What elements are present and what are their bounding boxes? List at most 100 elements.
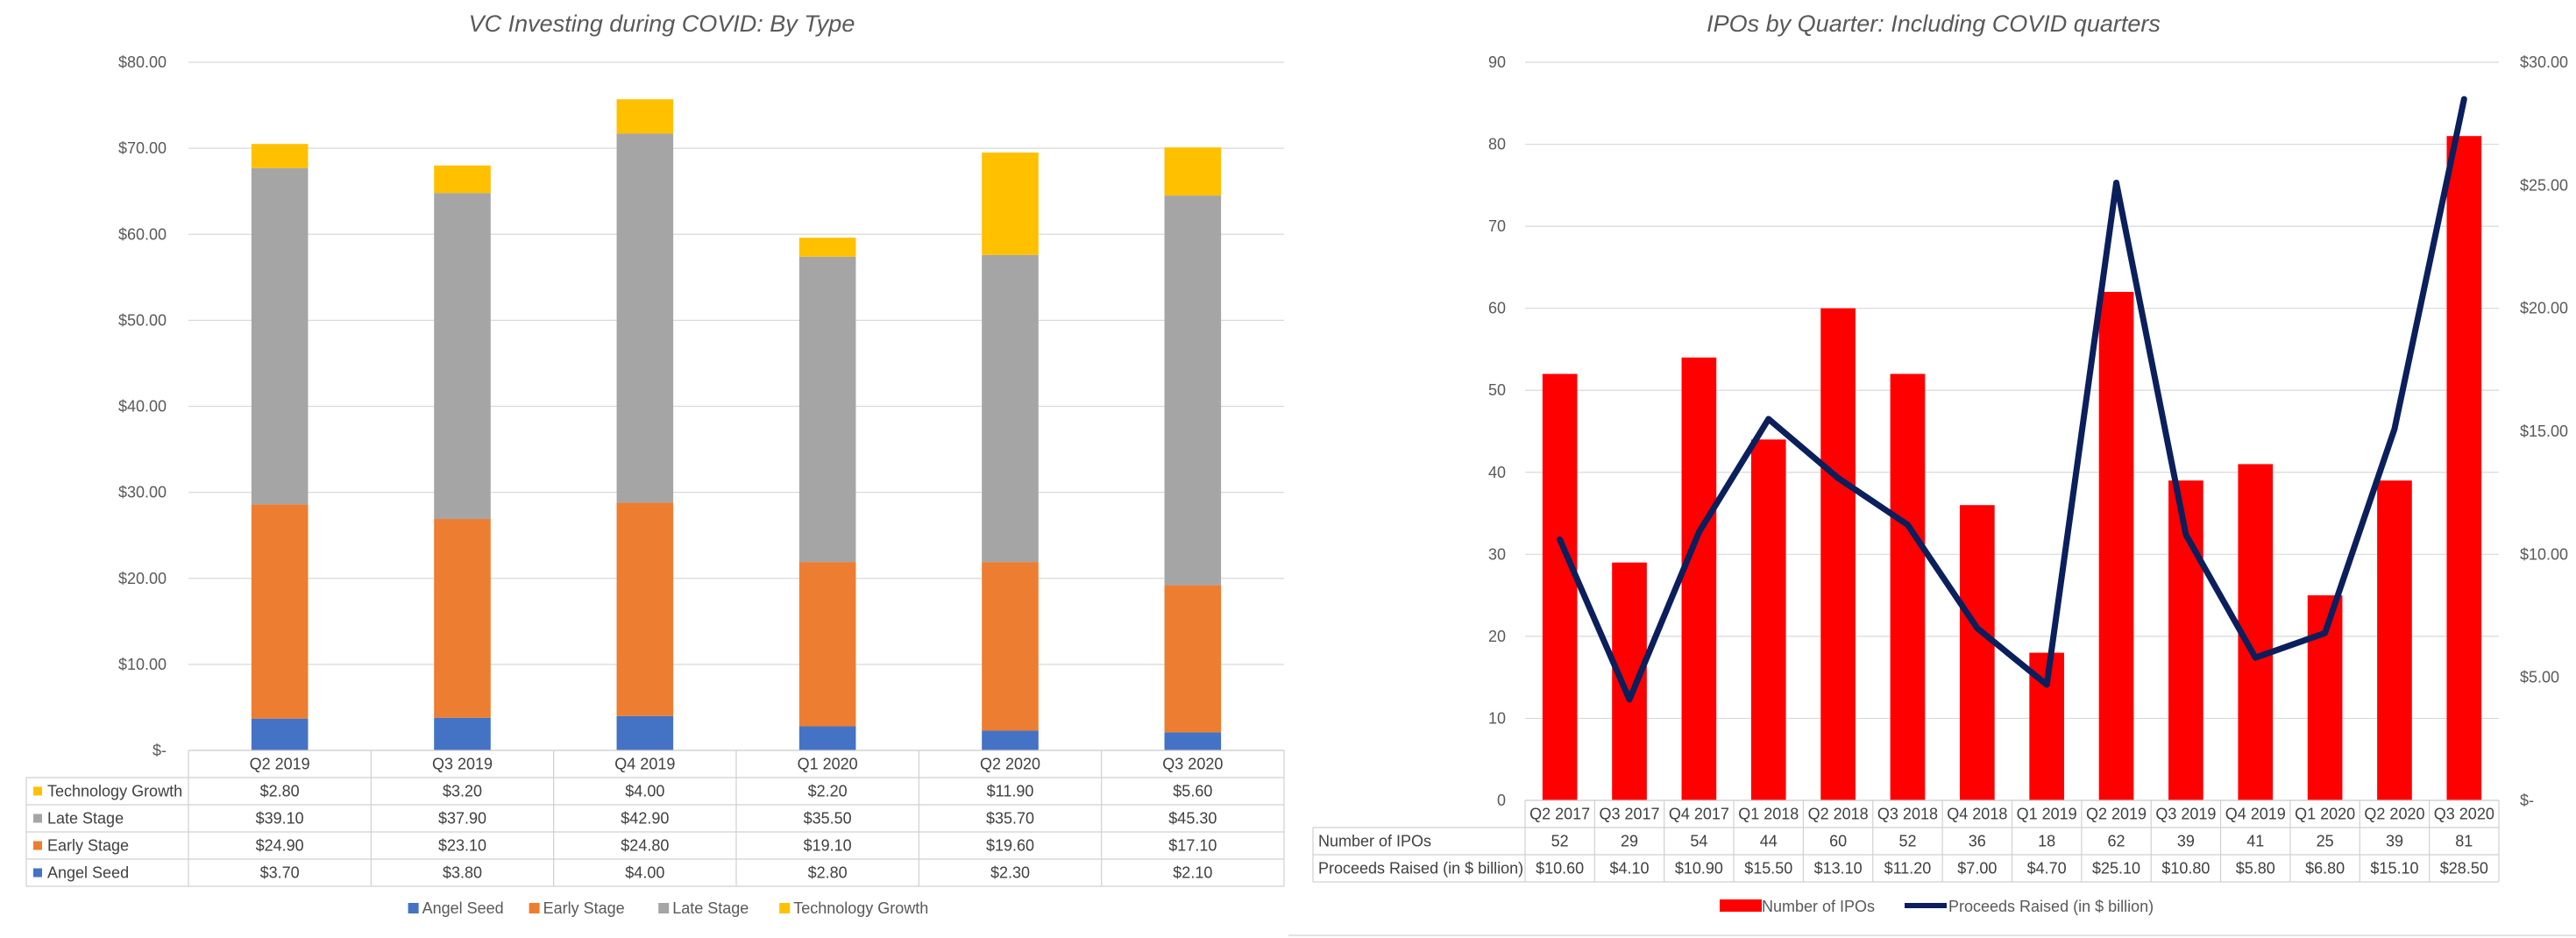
c2-table-value: $4.10 (1610, 860, 1650, 878)
c2-bar-ipos (1890, 373, 1926, 800)
c1-bar-early-stage (982, 562, 1039, 731)
c2-bar-ipos (1681, 357, 1717, 800)
c2-category-label: Q2 2019 (2086, 806, 2147, 823)
c1-table-value: $24.80 (621, 837, 669, 855)
c1-bar-early-stage (434, 519, 491, 718)
c1-y-tick-label: $50.00 (118, 311, 167, 329)
c2-category-label: Q1 2020 (2295, 806, 2355, 823)
c2-y-tick-label: 50 (1488, 381, 1506, 399)
c1-bar-angel-seed (798, 726, 856, 750)
c1-table-value: $2.20 (808, 783, 848, 800)
c1-y-tick-label: $60.00 (118, 225, 167, 243)
c2-table-value: 36 (1969, 833, 1986, 850)
c1-bar-early-stage (251, 504, 309, 719)
c1-y-tick-label: $10.00 (118, 656, 167, 673)
c1-table-value: $23.10 (438, 837, 486, 855)
c1-table-value: $35.50 (804, 810, 852, 828)
c1-category-label: Q2 2020 (980, 756, 1040, 773)
c2-y-tick-label: 30 (1488, 545, 1506, 563)
c2-category-label: Q2 2018 (1808, 806, 1869, 823)
c2-table-value: 39 (2386, 833, 2403, 850)
c2-y2-tick-label: $20.00 (2520, 300, 2568, 317)
c1-table-value: $19.60 (986, 837, 1034, 855)
c2-bar-ipos (2446, 136, 2482, 800)
c1-table-legend-key (33, 868, 42, 878)
c2-category-label: Q2 2020 (2364, 806, 2424, 823)
c1-bar-early-stage (798, 562, 856, 727)
c2-y-tick-label: 60 (1488, 300, 1506, 317)
c2-y2-tick-label: $- (2520, 792, 2534, 809)
c2-table-value: $4.70 (2027, 860, 2067, 878)
vc-investing-chart: VC Investing during COVID: By Type $- $10… (25, 11, 1285, 917)
c1-table-legend-key (33, 786, 42, 796)
c1-category-label: Q1 2020 (798, 756, 858, 773)
c2-table-value: $15.10 (2370, 860, 2418, 878)
c2-table-value: 60 (1829, 833, 1847, 850)
c1-bar-angel-seed (1164, 732, 1222, 750)
c2-table-value: 52 (1551, 833, 1569, 850)
c2-y2-tick-label: $5.00 (2520, 669, 2559, 686)
c2-table-value: $5.80 (2236, 860, 2275, 878)
c1-y-tick-label: $- (153, 742, 167, 759)
c2-y2-tick-label: $10.00 (2520, 545, 2568, 563)
c1-bar-technology-growth (982, 153, 1039, 255)
c2-table-series-name: Number of IPOs (1318, 833, 1431, 850)
c1-y-tick-label: $20.00 (118, 570, 167, 587)
c1-table-value: $2.80 (808, 864, 848, 882)
c1-bar-late-stage (616, 133, 674, 503)
c1-table-value: $4.00 (625, 783, 664, 800)
c1-legend-key (529, 903, 540, 913)
c1-table-series-name: Technology Growth (47, 783, 182, 800)
c2-bar-ipos (1612, 562, 1647, 800)
c1-bar-late-stage (982, 254, 1039, 563)
c2-table-value: 39 (2177, 833, 2195, 850)
c1-table-value: $45.30 (1168, 810, 1217, 828)
c2-legend-key-bar (1720, 899, 1762, 912)
c1-legend-label: Late Stage (672, 899, 749, 917)
c1-table-value: $2.80 (260, 783, 300, 800)
c2-y-tick-label: 90 (1488, 53, 1506, 71)
c1-table-value: $3.70 (260, 864, 300, 882)
c2-category-label: Q4 2018 (1947, 806, 2007, 823)
c2-legend-label: Number of IPOs (1762, 898, 1875, 915)
c1-title: VC Investing during COVID: By Type (469, 11, 855, 37)
c1-bar-angel-seed (616, 715, 674, 750)
c1-table-legend-key (33, 814, 42, 823)
c2-category-label: Q1 2019 (2017, 806, 2077, 823)
c2-bar-ipos (2098, 291, 2134, 800)
c2-table-value: 18 (2038, 833, 2055, 850)
c2-table-value: 41 (2246, 833, 2264, 850)
c1-bar-technology-growth (798, 238, 856, 257)
c2-table-value: 25 (2317, 833, 2334, 850)
c2-category-label: Q4 2019 (2225, 806, 2286, 823)
c1-bar-early-stage (1164, 585, 1222, 733)
c1-legend-key (408, 903, 419, 913)
c1-table-value: $2.10 (1173, 864, 1212, 882)
c2-bar-ipos (1542, 373, 1578, 800)
c2-category-label: Q3 2020 (2434, 806, 2494, 823)
c2-category-label: Q1 2018 (1738, 806, 1799, 823)
c1-y-tick-label: $80.00 (118, 53, 167, 71)
c2-category-label: Q4 2017 (1669, 806, 1729, 823)
c2-table-series-name: Proceeds Raised (in $ billion) (1318, 860, 1523, 878)
c2-category-label: Q3 2018 (1877, 806, 1938, 823)
c1-table-value: $35.70 (986, 810, 1034, 828)
c2-y-tick-label: 20 (1488, 628, 1506, 645)
c2-table-value: $10.60 (1536, 860, 1584, 878)
c1-bar-angel-seed (251, 718, 309, 750)
c1-category-label: Q3 2020 (1162, 756, 1223, 773)
c1-table-series-name: Early Stage (47, 837, 129, 855)
c1-bar-technology-growth (251, 144, 309, 168)
c2-table-value: $13.10 (1814, 860, 1863, 878)
c1-bar-technology-growth (1164, 147, 1222, 196)
c1-table-series-name: Late Stage (47, 810, 124, 828)
c1-bar-angel-seed (982, 730, 1039, 750)
c2-bar-ipos (2377, 480, 2412, 800)
c1-bar-late-stage (1164, 195, 1222, 586)
c1-y-tick-label: $40.00 (118, 398, 167, 416)
c1-table-value: $11.90 (987, 783, 1034, 800)
c2-table-value: 29 (1621, 833, 1638, 850)
c1-legend-key (779, 903, 791, 913)
c2-y-tick-label: 80 (1488, 136, 1506, 153)
c1-bar-late-stage (434, 193, 491, 520)
